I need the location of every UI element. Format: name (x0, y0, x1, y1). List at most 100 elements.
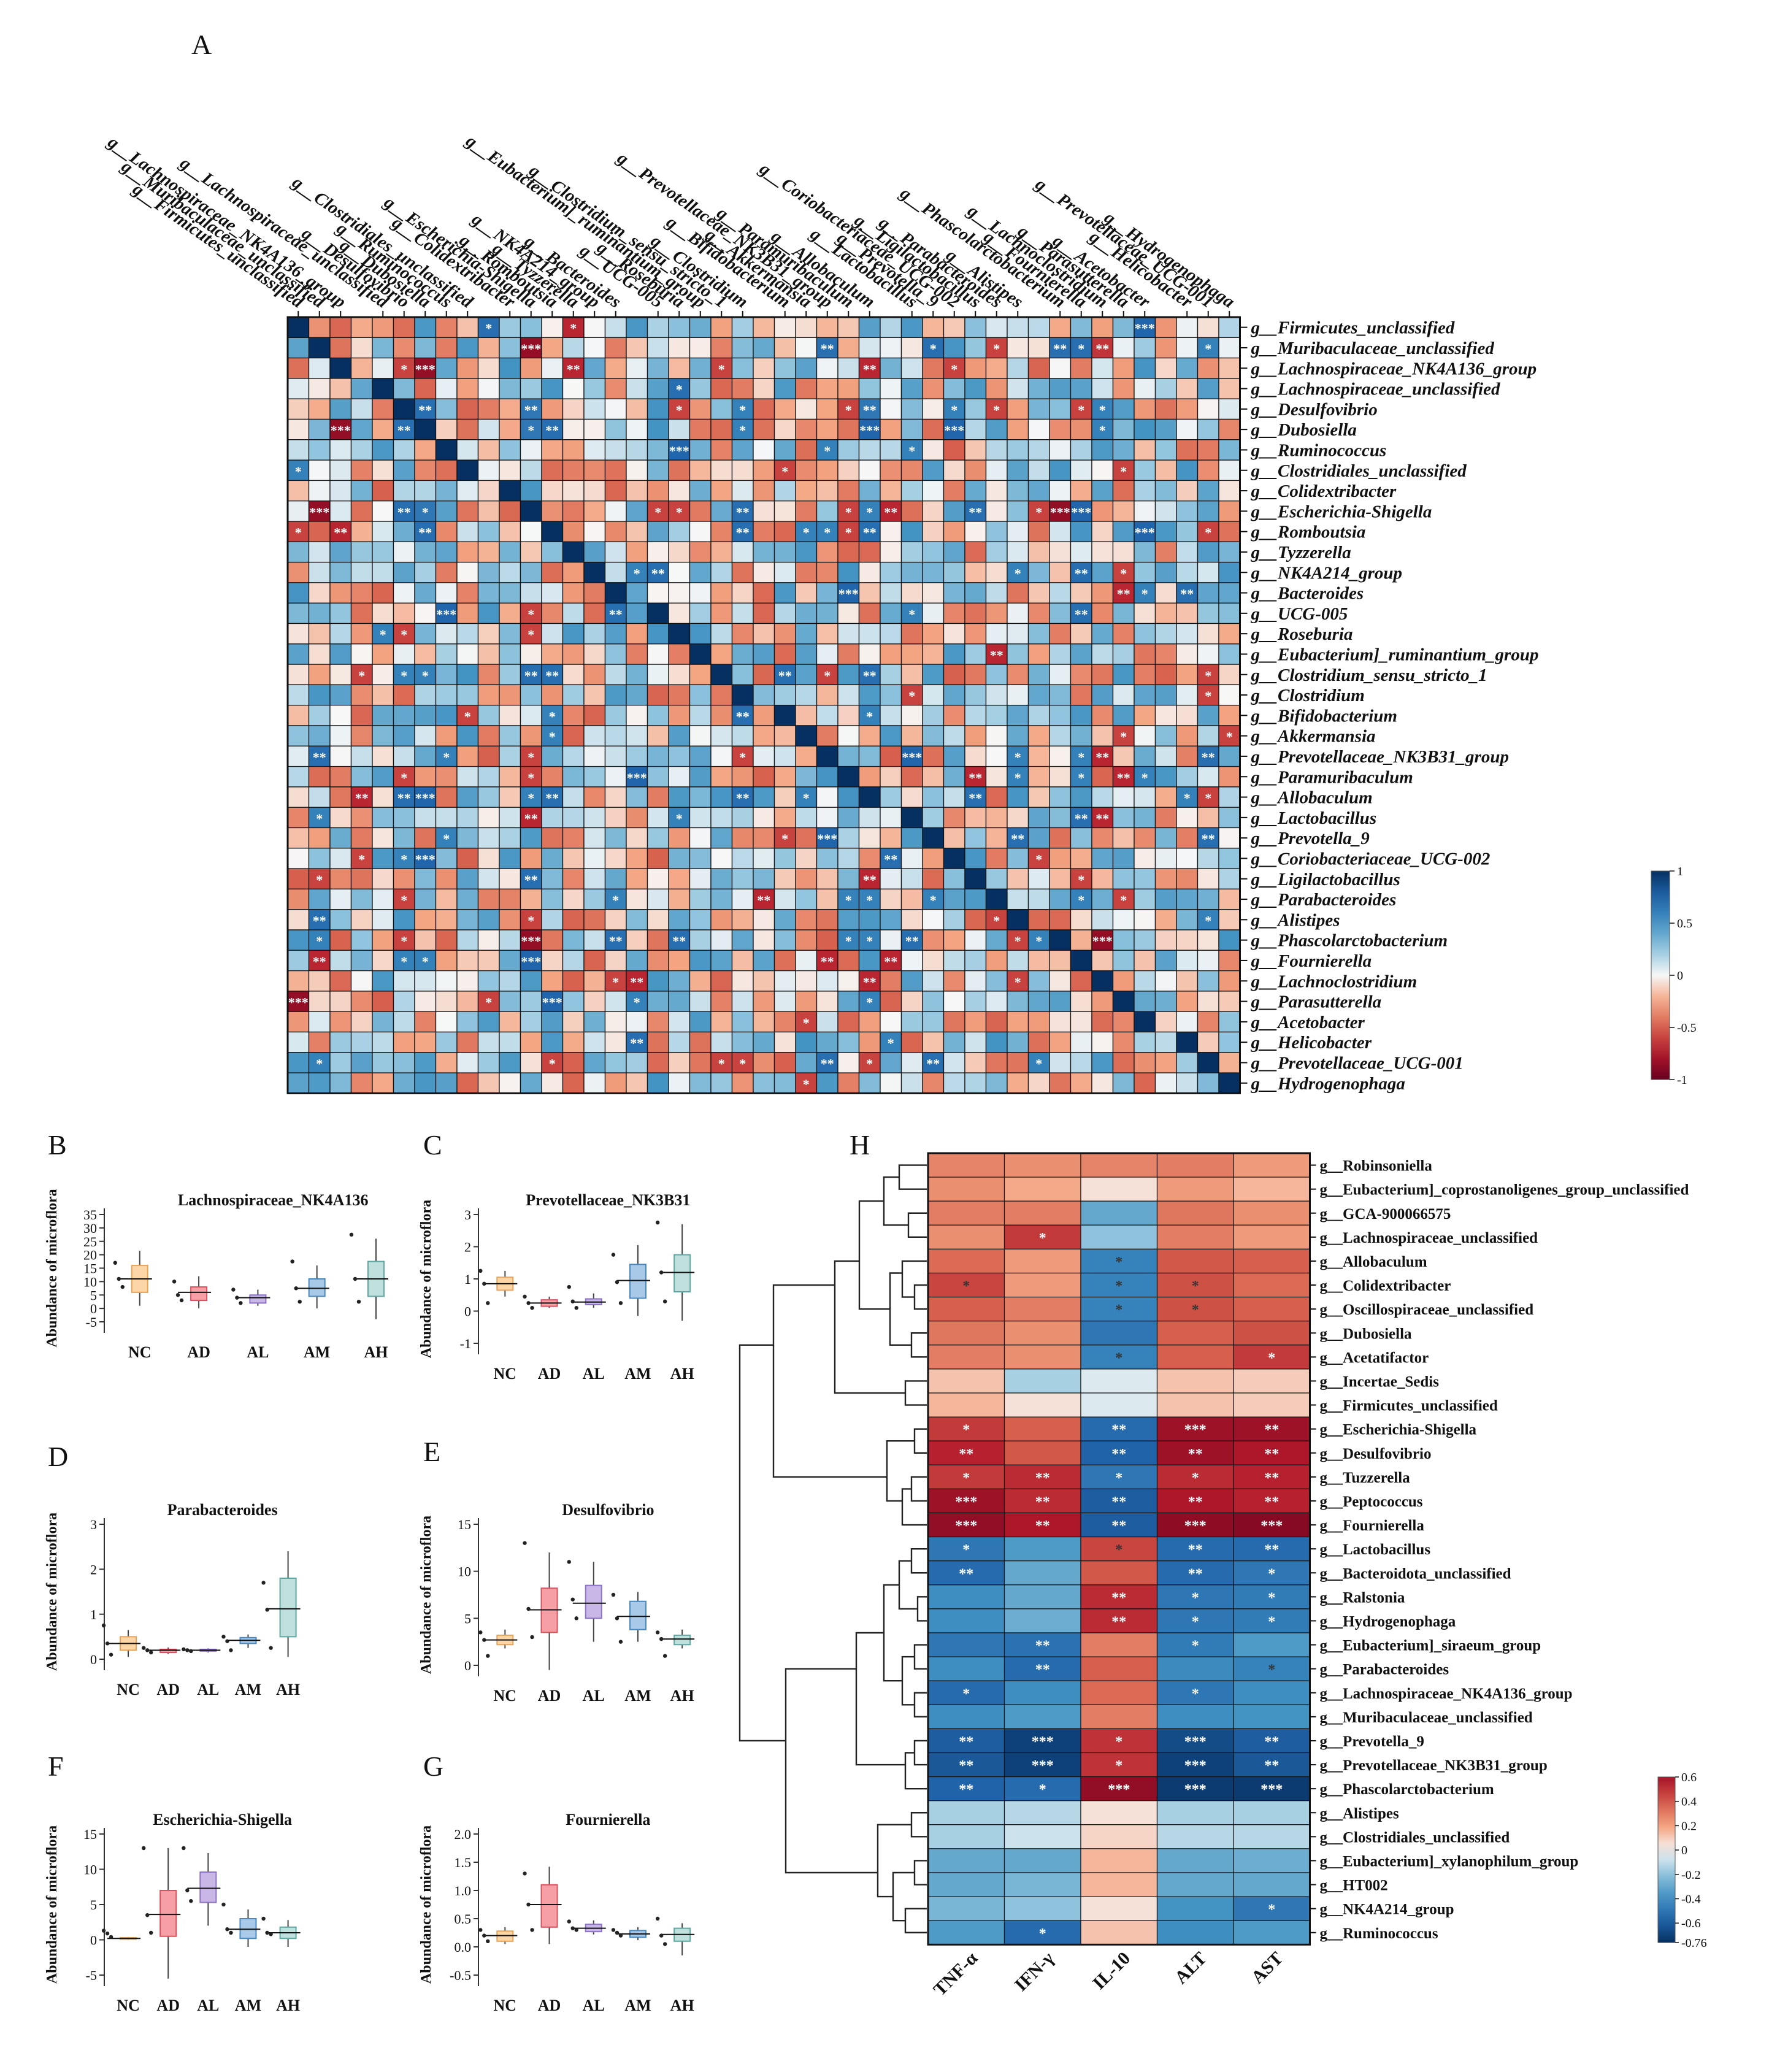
heatmap-a-cell (1154, 337, 1177, 359)
heatmap-a-cell (1218, 827, 1241, 849)
colorbar-h-tick-label: -0.6 (1681, 1917, 1701, 1930)
heatmap-a-cell (795, 868, 818, 890)
heatmap-a-significance: * (549, 729, 556, 745)
heatmap-a-cell (329, 786, 352, 808)
heatmap-a-significance: ** (821, 1056, 834, 1071)
heatmap-a-cell (922, 827, 945, 849)
heatmap-a-significance: * (1015, 934, 1021, 949)
heatmap-a-cell (1176, 786, 1199, 808)
heatmap-a-cell (900, 623, 923, 645)
heatmap-a-cell (1134, 602, 1156, 624)
heatmap-a-cell (287, 541, 310, 563)
dendrogram-branch (892, 1871, 915, 1922)
heatmap-a-cell (1134, 664, 1156, 686)
heatmap-a-cell (287, 561, 310, 583)
heatmap-h-cell (1003, 1872, 1081, 1897)
heatmap-a-cell (647, 418, 669, 440)
heatmap-a-significance: *** (1135, 525, 1155, 540)
panel-letter-f: F (48, 1751, 64, 1782)
heatmap-h-cell (1156, 1416, 1234, 1441)
heatmap-a-cell (795, 501, 818, 522)
heatmap-h-cell (1233, 1824, 1311, 1849)
boxplot-point (570, 1299, 575, 1303)
boxplot-y-tick-label: -0.5 (450, 1968, 471, 1983)
heatmap-a-cell (880, 582, 902, 604)
heatmap-a-cell (562, 561, 585, 583)
heatmap-a-cell (647, 991, 669, 1012)
boxplot-x-tick-label: AL (583, 1365, 605, 1383)
heatmap-a-cell (985, 561, 1008, 583)
heatmap-a-significance: ** (736, 525, 750, 540)
heatmap-a-significance: * (1078, 872, 1084, 888)
heatmap-a-cell (414, 501, 437, 522)
heatmap-a-cell (647, 970, 669, 992)
heatmap-a-cell (1091, 765, 1114, 788)
boxplot-point (659, 1933, 664, 1938)
heatmap-a-cell (1112, 643, 1135, 665)
heatmap-a-cell (287, 1052, 310, 1073)
heatmap-a-cell (1154, 1031, 1177, 1053)
heatmap-a-significance: * (316, 811, 323, 826)
heatmap-a-cell (943, 521, 965, 542)
heatmap-a-cell (1070, 765, 1092, 788)
heatmap-a-cell (943, 684, 965, 706)
heatmap-a-cell (1027, 684, 1050, 706)
heatmap-h-significance: * (1192, 1470, 1199, 1486)
heatmap-a-cell (753, 827, 775, 849)
heatmap-a-cell (880, 664, 902, 686)
heatmap-a-cell (287, 705, 310, 726)
heatmap-a-significance: *** (1135, 321, 1155, 336)
heatmap-a-cell (372, 602, 394, 624)
heatmap-a-cell (900, 480, 923, 502)
heatmap-a-cell (858, 623, 881, 645)
heatmap-a-cell (626, 501, 648, 522)
heatmap-a-cell (922, 950, 945, 972)
heatmap-h-cell (1233, 1800, 1311, 1825)
boxplot-point (523, 1541, 527, 1545)
heatmap-a-cell (1070, 991, 1092, 1012)
heatmap-a-significance: ** (609, 607, 623, 622)
heatmap-a-cell (1112, 459, 1135, 482)
heatmap-a-cell (858, 929, 881, 951)
heatmap-a-cell (372, 521, 394, 542)
heatmap-a-cell (477, 418, 500, 440)
boxplot-y-tick-label: 10 (83, 1862, 97, 1878)
heatmap-a-cell (1027, 480, 1050, 502)
heatmap-a-significance: * (866, 934, 873, 949)
heatmap-a-significance: * (1120, 566, 1127, 581)
heatmap-h-row-label: g__Bacteroidota_unclassified (1320, 1565, 1511, 1582)
heatmap-a-cell (900, 398, 923, 420)
heatmap-a-cell (668, 664, 691, 686)
heatmap-a-significance: ** (1075, 607, 1088, 622)
heatmap-a-cell (1197, 541, 1219, 563)
boxplot-point (117, 1276, 121, 1281)
boxplot-point (101, 1623, 106, 1628)
heatmap-a-cell (604, 418, 627, 440)
heatmap-a-cell (414, 1011, 437, 1033)
heatmap-a-cell (922, 868, 945, 890)
heatmap-a-cell (1112, 582, 1135, 604)
heatmap-a-cell (456, 1031, 479, 1053)
heatmap-h-cell (927, 1176, 1005, 1202)
heatmap-a-cell (562, 929, 585, 951)
heatmap-a-cell (520, 582, 542, 604)
heatmap-a-cell (1154, 684, 1177, 706)
heatmap-a-cell (1007, 501, 1029, 522)
heatmap-a-cell (689, 459, 712, 482)
heatmap-a-cell (350, 439, 373, 461)
heatmap-a-significance: *** (521, 934, 541, 949)
heatmap-a-cell (393, 623, 415, 645)
heatmap-h-significance: * (962, 1686, 970, 1702)
boxplot-y-tick-label: -5 (86, 1314, 97, 1330)
heatmap-a-cell (837, 909, 860, 930)
heatmap-a-cell (1007, 705, 1029, 726)
heatmap-a-cell (1091, 705, 1114, 726)
heatmap-a-cell (731, 1011, 754, 1033)
heatmap-a-cell (1070, 439, 1092, 461)
heatmap-a-cell (647, 541, 669, 563)
heatmap-a-significance: ** (524, 811, 538, 826)
heatmap-a-cell (1197, 561, 1219, 583)
dendrogram-branch (913, 1644, 927, 1670)
heatmap-a-cell (477, 705, 500, 726)
heatmap-h-significance: *** (955, 1494, 977, 1510)
